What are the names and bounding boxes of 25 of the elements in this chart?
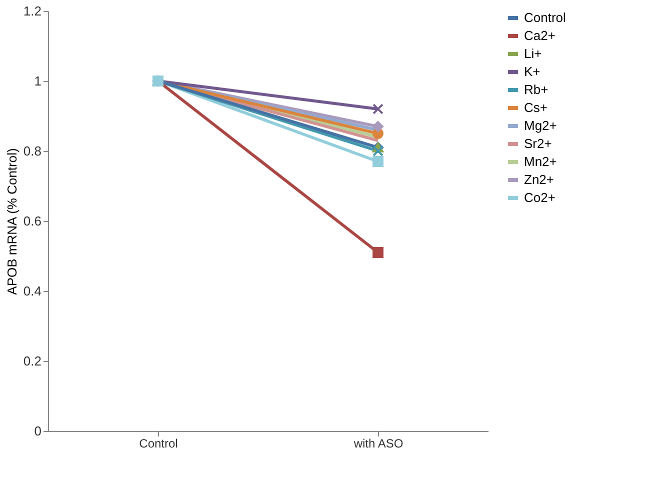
y-tick-label: 0 bbox=[34, 424, 42, 438]
x-tick-label: with ASO bbox=[352, 436, 404, 450]
y-tick-label: 0.4 bbox=[23, 284, 42, 298]
y-tick-label: 1 bbox=[34, 74, 42, 88]
y-axis-title: APOB mRNA (% Control) bbox=[4, 148, 20, 295]
point bbox=[372, 104, 384, 114]
legend-label: Co2+ bbox=[524, 190, 556, 205]
point bbox=[372, 247, 384, 258]
y-tick-label: 0.6 bbox=[23, 214, 42, 228]
point bbox=[372, 156, 384, 167]
y-tick-label: 0.8 bbox=[23, 144, 42, 158]
legend-label: Control bbox=[524, 10, 566, 25]
y-tick-label: 1.2 bbox=[23, 4, 42, 18]
legend-label: Rb+ bbox=[524, 82, 548, 97]
legend-label: Mg2+ bbox=[524, 118, 557, 133]
legend-label: Zn2+ bbox=[524, 172, 554, 187]
legend-label: Sr2+ bbox=[524, 136, 552, 151]
legend-label: Ca2+ bbox=[524, 28, 556, 43]
legend-label: Cs+ bbox=[524, 100, 548, 115]
point bbox=[372, 121, 384, 132]
legend-label: K+ bbox=[524, 64, 540, 79]
legend-label: Li+ bbox=[524, 46, 542, 61]
legend-label: Mn2+ bbox=[524, 154, 557, 169]
point bbox=[372, 146, 384, 156]
y-tick-label: 0.2 bbox=[23, 354, 42, 368]
